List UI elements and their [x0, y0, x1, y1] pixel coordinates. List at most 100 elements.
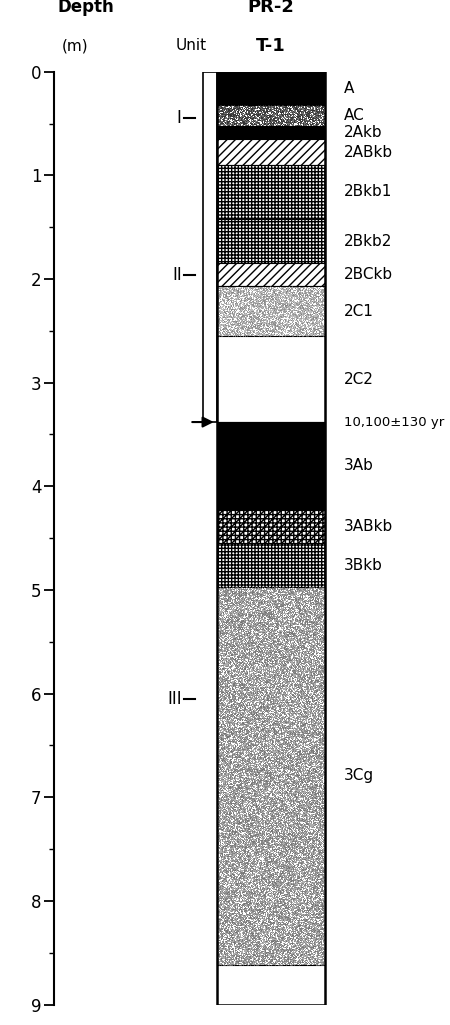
- Point: [313, 882, 320, 898]
- Point: [287, 632, 294, 649]
- Point: [299, 746, 306, 763]
- Point: [265, 318, 272, 334]
- Point: [229, 814, 236, 830]
- Point: [238, 884, 245, 900]
- Point: [296, 293, 303, 310]
- Point: [282, 942, 289, 958]
- Point: [215, 593, 222, 610]
- Point: [218, 952, 225, 969]
- Point: [311, 893, 318, 909]
- Point: [303, 286, 310, 302]
- Point: [314, 947, 321, 963]
- Point: [256, 806, 263, 822]
- Point: [291, 324, 298, 340]
- Point: [287, 763, 294, 779]
- Point: [243, 669, 250, 686]
- Point: [317, 777, 324, 793]
- Point: [217, 893, 225, 909]
- Point: [270, 657, 277, 673]
- Point: [276, 678, 283, 694]
- Point: [228, 114, 235, 130]
- Point: [287, 302, 294, 319]
- Point: [276, 905, 284, 921]
- Point: [299, 738, 306, 754]
- Point: [317, 777, 324, 793]
- Point: [241, 659, 248, 675]
- Point: [278, 624, 285, 641]
- Point: [235, 852, 243, 868]
- Point: [217, 99, 225, 116]
- Point: [236, 734, 243, 750]
- Point: [241, 326, 248, 342]
- Point: [260, 644, 267, 660]
- Point: [222, 326, 229, 342]
- Point: [306, 616, 313, 632]
- Point: [227, 753, 234, 770]
- Point: [227, 830, 234, 847]
- Point: [271, 670, 279, 687]
- Point: [237, 797, 244, 814]
- Point: [264, 322, 271, 338]
- Point: [225, 786, 233, 803]
- Point: [249, 885, 256, 901]
- Point: [247, 790, 254, 807]
- Point: [263, 709, 270, 726]
- Point: [253, 774, 261, 790]
- Point: [302, 100, 310, 117]
- Point: [244, 951, 251, 968]
- Point: [280, 292, 287, 309]
- Point: [261, 879, 268, 896]
- Point: [281, 627, 288, 644]
- Point: [252, 800, 259, 816]
- Point: [310, 885, 317, 901]
- Point: [313, 927, 320, 943]
- Point: [315, 944, 322, 960]
- Point: [285, 587, 292, 604]
- Point: [288, 281, 295, 297]
- Point: [289, 853, 296, 869]
- Point: [269, 847, 276, 863]
- Point: [292, 865, 300, 882]
- Point: [282, 681, 289, 697]
- Point: [314, 731, 321, 747]
- Point: [293, 288, 300, 304]
- Point: [231, 887, 238, 903]
- Point: [320, 868, 327, 885]
- Point: [278, 289, 285, 305]
- Point: [297, 706, 304, 723]
- Point: [311, 937, 318, 953]
- Point: [244, 117, 251, 133]
- Point: [305, 617, 312, 633]
- Point: [298, 771, 306, 787]
- Point: [302, 312, 309, 328]
- Point: [308, 315, 315, 331]
- Point: [317, 746, 324, 763]
- Point: [318, 733, 325, 749]
- Point: [256, 106, 264, 122]
- Point: [265, 883, 272, 899]
- Point: [215, 757, 222, 774]
- Point: [302, 647, 309, 663]
- Point: [310, 829, 317, 846]
- Point: [274, 835, 282, 852]
- Point: [270, 714, 277, 731]
- Point: [235, 724, 243, 740]
- Point: [252, 824, 260, 840]
- Point: [306, 946, 313, 962]
- Point: [253, 942, 260, 958]
- Point: [227, 748, 234, 765]
- Point: [297, 660, 304, 676]
- Point: [235, 733, 243, 749]
- Point: [270, 910, 278, 927]
- Point: [294, 865, 301, 882]
- Point: [296, 652, 303, 668]
- Point: [271, 579, 278, 596]
- Point: [254, 710, 261, 727]
- Point: [283, 283, 290, 299]
- Point: [295, 811, 302, 827]
- Point: [222, 319, 229, 335]
- Point: [302, 904, 310, 920]
- Point: [222, 914, 229, 931]
- Point: [254, 861, 261, 877]
- Point: [217, 788, 225, 805]
